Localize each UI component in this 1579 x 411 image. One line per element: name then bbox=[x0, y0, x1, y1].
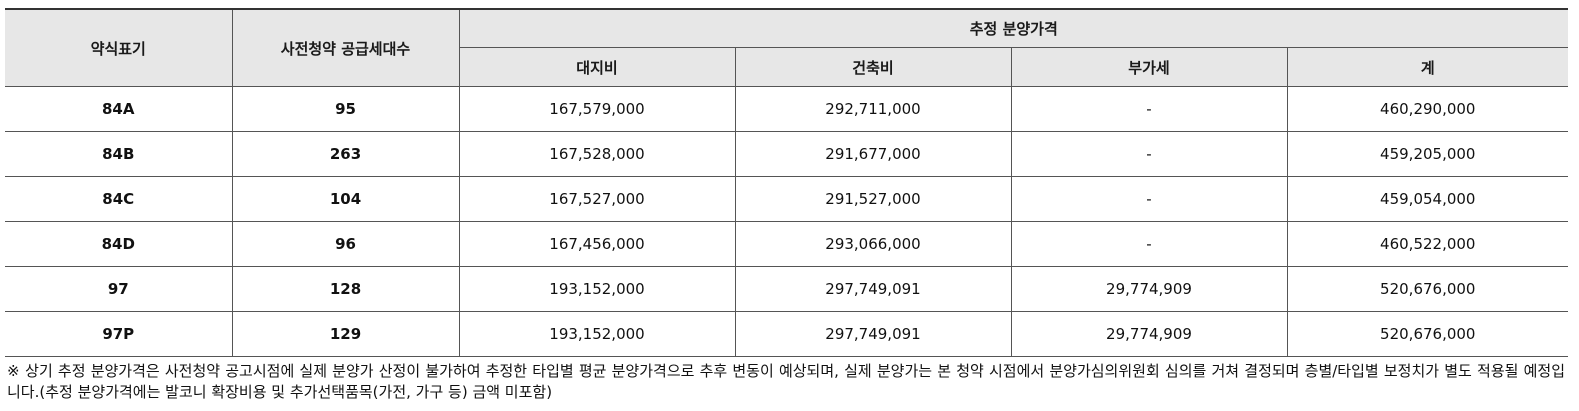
header-row-1: 약식표기 사전청약 공급세대수 추정 분양가격 bbox=[5, 8, 1569, 87]
cell-land: 193,152,000 bbox=[458, 311, 736, 357]
cell-type: 84B bbox=[5, 131, 233, 177]
cell-vat: - bbox=[1010, 176, 1288, 222]
cell-build: 297,749,091 bbox=[734, 266, 1012, 312]
header-build: 건축비 bbox=[734, 47, 1012, 87]
cell-units: 128 bbox=[231, 266, 460, 312]
cell-type: 84C bbox=[5, 176, 233, 222]
cell-build: 293,066,000 bbox=[734, 221, 1012, 267]
cell-build: 297,749,091 bbox=[734, 311, 1012, 357]
cell-vat: - bbox=[1010, 221, 1288, 267]
cell-land: 167,528,000 bbox=[458, 131, 736, 177]
table-row: 84D 96 167,456,000 293,066,000 - 460,522… bbox=[5, 221, 1569, 267]
cell-total: 459,205,000 bbox=[1286, 131, 1569, 177]
cell-units: 96 bbox=[231, 221, 460, 267]
cell-build: 291,527,000 bbox=[734, 176, 1012, 222]
cell-units: 95 bbox=[231, 86, 460, 132]
header-price-group: 추정 분양가격 bbox=[458, 8, 1569, 48]
header-total: 계 bbox=[1286, 47, 1569, 87]
cell-build: 291,677,000 bbox=[734, 131, 1012, 177]
table-row: 84C 104 167,527,000 291,527,000 - 459,05… bbox=[5, 176, 1569, 222]
cell-type: 97P bbox=[5, 311, 233, 357]
header-vat: 부가세 bbox=[1010, 47, 1288, 87]
cell-total: 460,290,000 bbox=[1286, 86, 1569, 132]
cell-land: 167,579,000 bbox=[458, 86, 736, 132]
cell-land: 193,152,000 bbox=[458, 266, 736, 312]
table-row: 84B 263 167,528,000 291,677,000 - 459,20… bbox=[5, 131, 1569, 177]
cell-vat: 29,774,909 bbox=[1010, 311, 1288, 357]
cell-vat: - bbox=[1010, 86, 1288, 132]
table-row: 97 128 193,152,000 297,749,091 29,774,90… bbox=[5, 266, 1569, 312]
cell-land: 167,456,000 bbox=[458, 221, 736, 267]
cell-total: 460,522,000 bbox=[1286, 221, 1569, 267]
cell-land: 167,527,000 bbox=[458, 176, 736, 222]
header-units: 사전청약 공급세대수 bbox=[231, 8, 460, 87]
cell-units: 263 bbox=[231, 131, 460, 177]
cell-total: 459,054,000 bbox=[1286, 176, 1569, 222]
cell-total: 520,676,000 bbox=[1286, 266, 1569, 312]
estimated-price-table: 약식표기 사전청약 공급세대수 추정 분양가격 대지비 건축비 부가세 계 84… bbox=[5, 8, 1569, 357]
cell-build: 292,711,000 bbox=[734, 86, 1012, 132]
table-row: 84A 95 167,579,000 292,711,000 - 460,290… bbox=[5, 86, 1569, 132]
table-row: 97P 129 193,152,000 297,749,091 29,774,9… bbox=[5, 311, 1569, 357]
cell-type: 84A bbox=[5, 86, 233, 132]
cell-total: 520,676,000 bbox=[1286, 311, 1569, 357]
footnote: ※ 상기 추정 분양가격은 사전청약 공고시점에 실제 분양가 산정이 불가하여… bbox=[7, 362, 1565, 401]
cell-vat: - bbox=[1010, 131, 1288, 177]
cell-type: 84D bbox=[5, 221, 233, 267]
header-type: 약식표기 bbox=[5, 8, 233, 87]
cell-type: 97 bbox=[5, 266, 233, 312]
cell-units: 129 bbox=[231, 311, 460, 357]
cell-units: 104 bbox=[231, 176, 460, 222]
cell-vat: 29,774,909 bbox=[1010, 266, 1288, 312]
header-land: 대지비 bbox=[459, 47, 736, 87]
